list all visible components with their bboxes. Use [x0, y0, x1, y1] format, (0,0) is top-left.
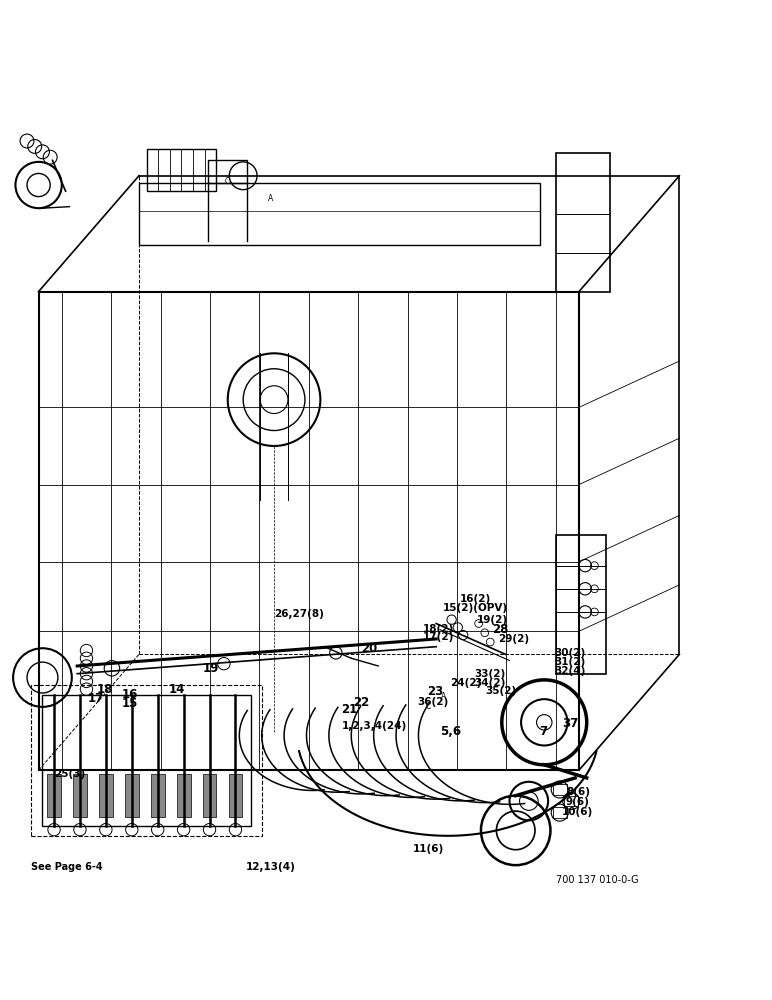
Text: C: C [225, 177, 230, 186]
Bar [151, 774, 164, 817]
Text: 24(2): 24(2) [450, 678, 482, 688]
Text: 21: 21 [341, 703, 357, 716]
Text: 8(6): 8(6) [566, 787, 590, 797]
Text: 1,2,3,4(24): 1,2,3,4(24) [342, 721, 408, 731]
Text: 19: 19 [202, 662, 218, 675]
Bar [553, 807, 567, 818]
Text: 25(3): 25(3) [54, 769, 85, 779]
Bar [229, 774, 242, 817]
Bar [147, 149, 216, 191]
Bar [125, 774, 139, 817]
Text: 30(2): 30(2) [554, 648, 585, 658]
Bar [39, 292, 579, 770]
Text: 7: 7 [539, 725, 547, 738]
Text: 17(2): 17(2) [423, 632, 455, 642]
Bar [553, 784, 567, 795]
Circle shape [330, 647, 342, 659]
Text: 18: 18 [96, 683, 113, 696]
Bar [202, 774, 216, 817]
Text: 700 137 010-0-G: 700 137 010-0-G [556, 875, 638, 885]
Text: 37: 37 [562, 717, 578, 730]
Bar [42, 695, 251, 826]
Text: 9(6): 9(6) [566, 797, 590, 807]
Text: A: A [268, 194, 273, 203]
Text: 5,6: 5,6 [440, 725, 461, 738]
Text: 15: 15 [122, 697, 138, 710]
Text: 12,13(4): 12,13(4) [245, 862, 296, 872]
Bar [177, 774, 191, 817]
Bar [99, 774, 113, 817]
Bar [73, 774, 87, 817]
Text: 19(2): 19(2) [477, 615, 508, 625]
Text: 28: 28 [492, 623, 508, 636]
Circle shape [104, 661, 120, 676]
Text: 16: 16 [122, 688, 138, 701]
Text: 14: 14 [168, 683, 185, 696]
Text: 34(2): 34(2) [475, 678, 506, 688]
Text: 22: 22 [354, 696, 370, 709]
Bar [208, 160, 247, 183]
Text: 29(2): 29(2) [498, 634, 529, 644]
Text: 20: 20 [361, 642, 378, 655]
Text: 33(2): 33(2) [475, 669, 506, 679]
Text: 36(2): 36(2) [417, 697, 448, 707]
Text: 10(6): 10(6) [562, 807, 593, 817]
Bar [564, 796, 578, 806]
Text: 31(2): 31(2) [554, 657, 585, 667]
Bar [139, 183, 540, 245]
Text: 11(6): 11(6) [413, 844, 444, 854]
Text: 32(4): 32(4) [554, 666, 586, 676]
Bar [47, 774, 61, 817]
Text: C: C [426, 702, 431, 711]
Bar [31, 685, 262, 836]
Text: 23: 23 [427, 685, 443, 698]
Text: See Page 6-4: See Page 6-4 [31, 862, 103, 872]
Text: 16(2): 16(2) [459, 594, 490, 604]
Text: 17: 17 [87, 692, 103, 705]
Text: A: A [442, 692, 446, 701]
Bar [556, 153, 610, 292]
Bar [556, 535, 606, 674]
Text: 18(2): 18(2) [423, 624, 454, 634]
Text: 35(2): 35(2) [485, 686, 516, 696]
Text: 15(2)(OPV): 15(2)(OPV) [442, 603, 507, 613]
Text: 26,27(8): 26,27(8) [274, 609, 324, 619]
